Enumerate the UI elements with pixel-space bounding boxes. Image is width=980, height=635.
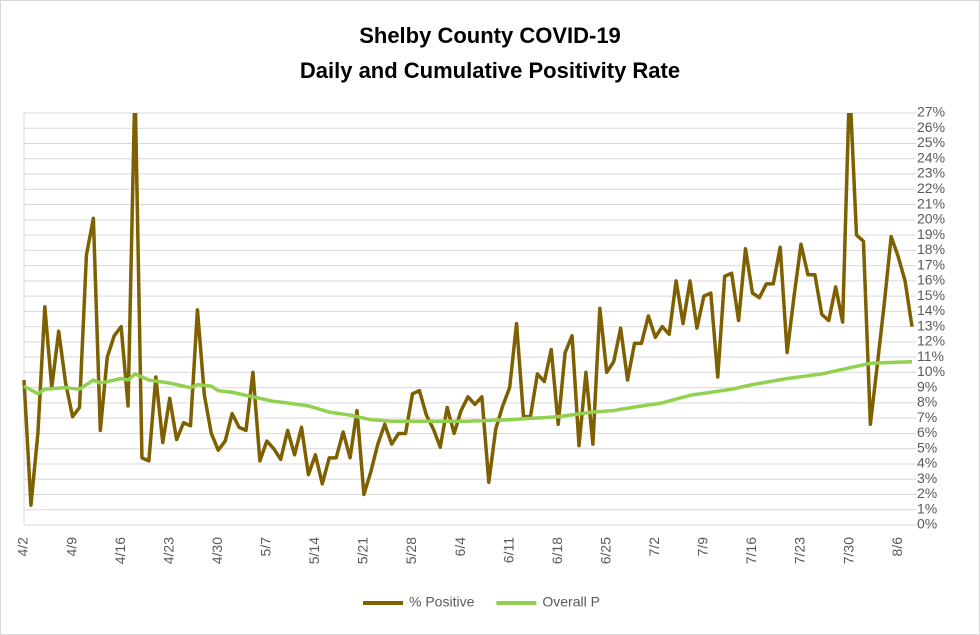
y-tick-label: 16% — [917, 272, 945, 288]
series-line — [22, 113, 914, 507]
y-tick-label: 9% — [917, 378, 937, 394]
plot-area — [22, 113, 914, 507]
x-tick-label: 5/7 — [258, 537, 274, 557]
y-tick-label: 25% — [917, 134, 945, 150]
x-tick-label: 4/9 — [63, 537, 79, 557]
x-tick-label: 6/25 — [597, 537, 613, 564]
y-tick-label: 22% — [917, 180, 945, 196]
x-tick-label: 4/2 — [15, 537, 31, 557]
y-tick-label: 15% — [917, 287, 945, 303]
y-tick-label: 11% — [917, 348, 944, 364]
x-tick-label: 8/6 — [889, 537, 905, 557]
legend-label: Overall P — [542, 594, 600, 610]
y-tick-label: 6% — [917, 424, 937, 440]
chart-title: Shelby County COVID-19 — [359, 23, 621, 48]
x-tick-label: 6/11 — [500, 537, 516, 563]
y-tick-label: 24% — [917, 149, 945, 165]
grid — [23, 112, 916, 526]
x-tick-label: 5/28 — [403, 537, 419, 564]
y-tick-label: 26% — [917, 119, 945, 135]
series-line — [23, 359, 913, 423]
y-tick-label: 20% — [917, 211, 945, 227]
x-tick-label: 6/18 — [549, 537, 565, 564]
x-tick-label: 7/16 — [743, 537, 759, 564]
y-tick-label: 12% — [917, 333, 945, 349]
y-tick-label: 1% — [917, 500, 937, 516]
legend-label: % Positive — [409, 594, 475, 610]
y-tick-label: 27% — [917, 104, 945, 120]
x-tick-label: 6/4 — [452, 537, 468, 557]
y-tick-label: 4% — [917, 455, 937, 471]
y-tick-label: 5% — [917, 439, 937, 455]
y-tick-label: 21% — [917, 195, 945, 211]
x-tick-label: 7/9 — [695, 537, 711, 557]
chart-title: Daily and Cumulative Positivity Rate — [300, 58, 680, 83]
x-tick-label: 4/30 — [209, 537, 225, 564]
x-tick-label: 5/21 — [355, 537, 371, 564]
y-tick-label: 0% — [917, 516, 937, 532]
x-tick-label: 4/23 — [160, 537, 176, 564]
x-tick-label: 5/14 — [306, 537, 322, 564]
y-tick-label: 14% — [917, 302, 945, 318]
y-tick-label: 10% — [917, 363, 945, 379]
y-tick-label: 3% — [917, 470, 937, 486]
y-tick-label: 19% — [917, 226, 945, 242]
y-tick-label: 8% — [917, 394, 937, 410]
y-tick-label: 18% — [917, 241, 945, 257]
y-tick-label: 23% — [917, 165, 945, 181]
x-tick-label: 7/23 — [792, 537, 808, 564]
x-tick-label: 7/2 — [646, 537, 662, 557]
x-tick-label: 4/16 — [112, 537, 128, 564]
y-tick-label: 2% — [917, 485, 937, 501]
x-tick-label: 7/30 — [840, 537, 856, 564]
y-tick-label: 17% — [917, 256, 945, 272]
y-tick-label: 7% — [917, 409, 937, 425]
y-tick-label: 13% — [917, 317, 945, 333]
